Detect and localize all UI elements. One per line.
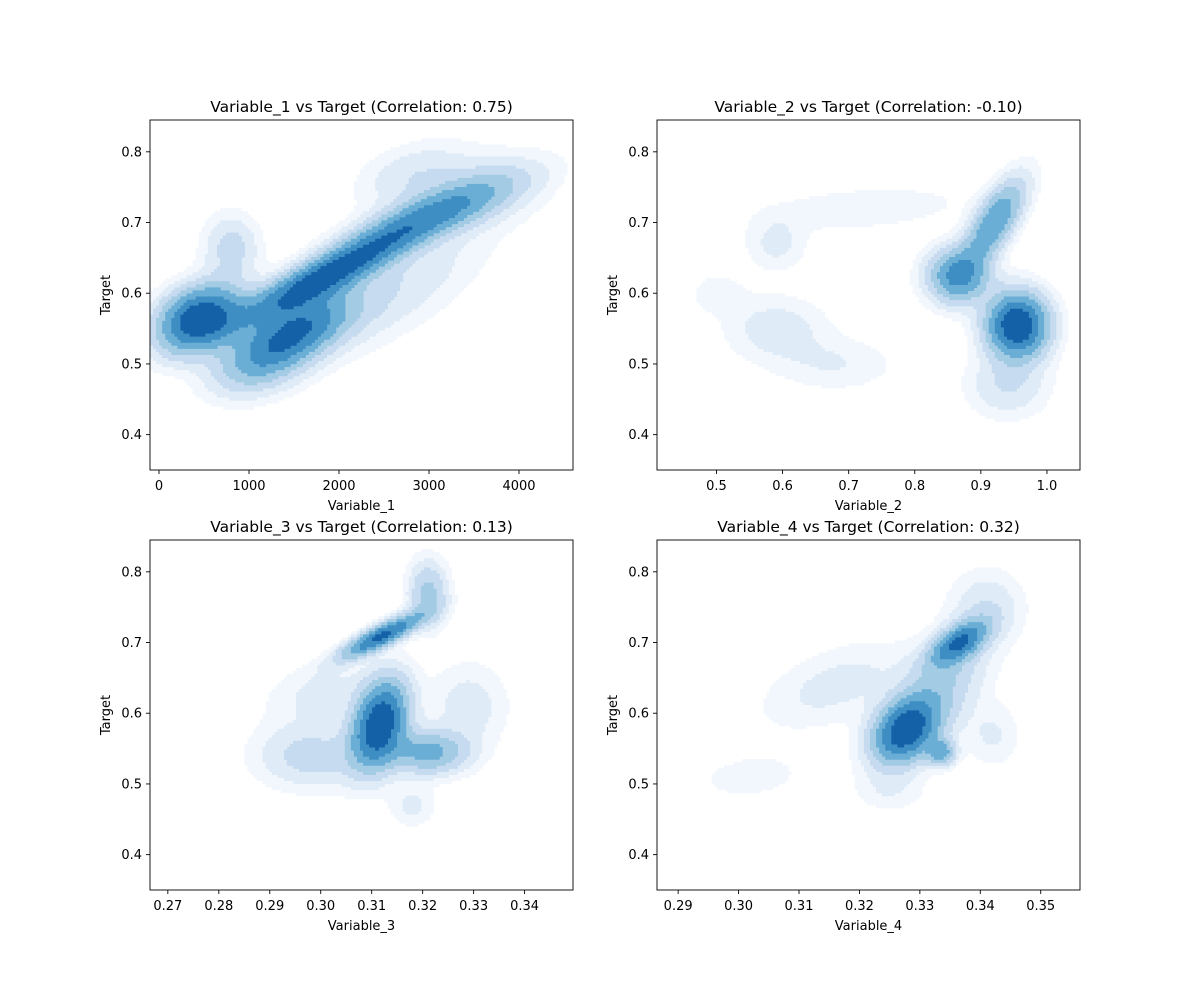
x-axis-label: Variable_2: [835, 499, 902, 514]
axes-frame: [149, 539, 574, 891]
density-fill: [244, 549, 510, 827]
x-tick-label: 0.31: [785, 899, 814, 914]
density-level-7: [1000, 308, 1032, 343]
x-tick-label: 0.9: [971, 479, 992, 494]
x-tick-label: 0.7: [838, 479, 859, 494]
y-tick-label: 0.8: [121, 145, 142, 160]
x-axis-label: Variable_4: [835, 919, 902, 934]
y-tick-label: 0.7: [628, 216, 649, 231]
chart-title: Variable_2 vs Target (Correlation: -0.10…: [714, 98, 1022, 117]
y-tick-label: 0.4: [121, 428, 142, 443]
y-tick-label: 0.6: [121, 287, 142, 302]
y-tick-label: 0.7: [121, 636, 142, 651]
subplot-3: 0.27 0.28 0.29 0.30 0.31 0.32 0.33 0.34 0.4 0.5 0.…: [99, 518, 574, 934]
x-tick-label: 0.33: [905, 899, 934, 914]
x-tick-label: 0.30: [724, 899, 753, 914]
x-tick-label: 4000: [502, 479, 535, 494]
x-tick-label: 1000: [232, 479, 265, 494]
x-tick-label: 0.29: [664, 899, 693, 914]
x-tick-label: 0.31: [357, 899, 386, 914]
y-tick-label: 0.4: [628, 848, 649, 863]
density-level-7: [180, 226, 413, 352]
axes-frame: [149, 119, 574, 471]
chart-title: Variable_4 vs Target (Correlation: 0.32): [717, 518, 1020, 537]
y-tick-label: 0.6: [628, 707, 649, 722]
x-tick-label: 0.5: [706, 479, 727, 494]
x-tick-label: 0.32: [408, 899, 437, 914]
x-tick-label: 2000: [322, 479, 355, 494]
y-axis-label: Target: [99, 695, 114, 736]
chart-title: Variable_3 vs Target (Correlation: 0.13): [210, 518, 513, 537]
subplot-1: 0 1000 2000 3000 4000 0.4 0.5 0.6 0.7 0.8 Variable…: [99, 98, 574, 514]
y-tick-label: 0.4: [121, 848, 142, 863]
y-tick-label: 0.6: [628, 287, 649, 302]
y-tick-label: 0.4: [628, 428, 649, 443]
x-tick-label: 0.34: [510, 899, 539, 914]
x-tick-label: 0.27: [153, 899, 182, 914]
y-tick-label: 0.7: [121, 216, 142, 231]
y-tick-label: 0.5: [121, 777, 142, 792]
x-axis-label: Variable_1: [328, 499, 395, 514]
y-tick-label: 0.8: [628, 565, 649, 580]
y-tick-label: 0.8: [121, 565, 142, 580]
x-tick-label: 0: [155, 479, 163, 494]
density-level-7: [891, 634, 968, 748]
y-axis-label: Target: [99, 275, 114, 316]
y-tick-label: 0.5: [628, 357, 649, 372]
y-axis-label: Target: [606, 695, 621, 736]
x-tick-label: 0.8: [904, 479, 925, 494]
x-tick-label: 0.29: [255, 899, 284, 914]
x-tick-label: 1.0: [1037, 479, 1058, 494]
y-tick-label: 0.6: [121, 707, 142, 722]
y-tick-label: 0.7: [628, 636, 649, 651]
density-level-7: [366, 631, 395, 751]
subplot-2: 0.5 0.6 0.7 0.8 0.9 1.00.40.50.60.70.8Variabl…: [606, 98, 1081, 514]
chart-title: Variable_1 vs Target (Correlation: 0.75): [210, 98, 513, 117]
x-tick-label: 3000: [412, 479, 445, 494]
density-fill: [711, 567, 1029, 809]
x-tick-label: 0.34: [966, 899, 995, 914]
x-tick-label: 0.35: [1026, 899, 1055, 914]
density-fill: [150, 138, 568, 410]
x-tick-label: 0.33: [459, 899, 488, 914]
axes-frame: [656, 119, 1081, 471]
density-fill: [696, 156, 1069, 422]
x-tick-label: 0.32: [845, 899, 874, 914]
subplot-4: 0.29 0.30 0.31 0.32 0.33 0.34 0.35 0.4 0.5 0.6 0.7…: [606, 518, 1081, 934]
x-tick-label: 0.6: [772, 479, 793, 494]
y-axis-label: Target: [606, 275, 621, 316]
x-tick-label: 0.30: [306, 899, 335, 914]
axes-frame: [656, 539, 1081, 891]
y-tick-label: 0.5: [121, 357, 142, 372]
y-tick-label: 0.5: [628, 777, 649, 792]
y-tick-label: 0.8: [628, 145, 649, 160]
x-tick-label: 0.28: [204, 899, 233, 914]
x-axis-label: Variable_3: [328, 919, 395, 934]
